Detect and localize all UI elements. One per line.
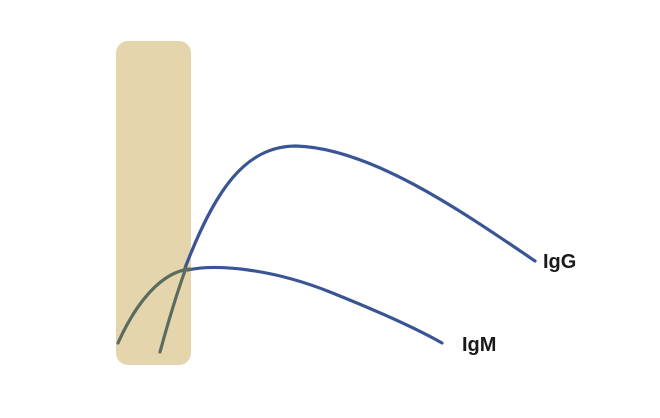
igm-early-segment — [116, 267, 192, 345]
igm-label: IgM — [462, 334, 496, 356]
window-band — [116, 41, 191, 365]
igg-early-segment — [158, 266, 188, 354]
igg-curve — [183, 144, 537, 270]
igm-curve — [186, 265, 444, 345]
igg-label: IgG — [543, 251, 576, 273]
